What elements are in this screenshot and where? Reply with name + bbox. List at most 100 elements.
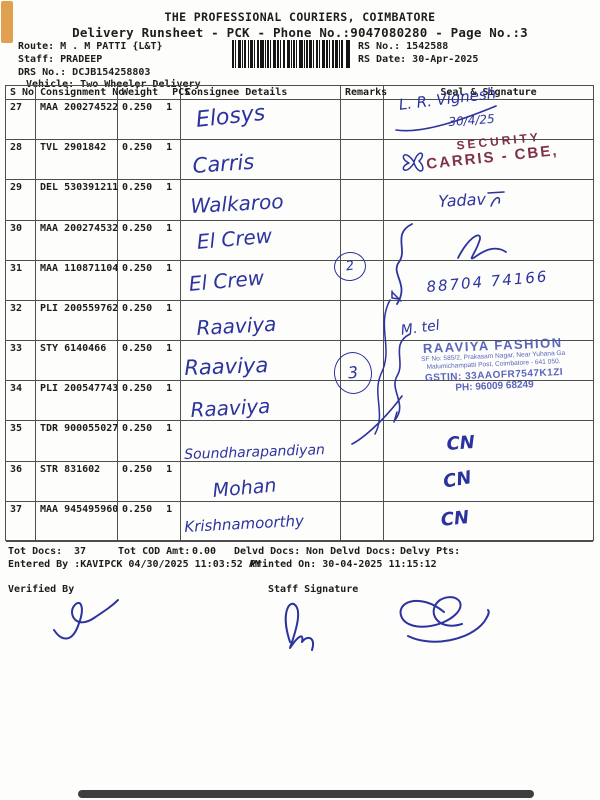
signature-flourish-row29 [487,191,505,207]
cell-consignee-details [181,421,341,462]
cell-weight: 0.250 [122,262,153,274]
cell-remarks [341,180,384,221]
cell-consignee-details [181,341,341,382]
stamp-brace-pen-stroke [393,333,411,423]
cell-remarks [341,100,384,141]
cell-s-no: 36 [6,461,36,502]
cell-weight-pcs: 0.250 1 [118,260,181,301]
tot-cod-label: Tot COD Amt: [118,546,191,557]
scan-artifact-bottom-bar [78,790,534,798]
cell-remarks [341,140,384,181]
runsheet-title-line: Delivery Runsheet - PCK - Phone No.:9047… [72,25,528,40]
handwritten-signature-row29: Yadav [437,189,487,211]
vehicle-line: Vehicle: Two Wheeler Delivery [26,79,201,90]
cell-s-no: 35 [6,421,36,462]
tot-docs-value: 37 [74,546,87,557]
cell-seal-signature [384,341,593,382]
cell-weight-pcs: 0.250 1 [118,421,181,462]
cell-weight-pcs: 0.250 1 [118,501,181,542]
delvd-docs-label: Delvd Docs: [234,546,301,557]
cell-consignment-no: STY 6140466 [36,341,118,382]
staff-signature-label: Staff Signature [268,584,359,595]
cell-seal-signature [384,462,593,502]
cell-seal-signature [384,221,593,261]
cell-consignment-no: STR 831602 [36,461,118,502]
raaviya-fashion-stamp: RAAVIYA FASHION SF No: 585/2, Prakasam N… [400,334,587,396]
delvy-pts-label: Delvy Pts: [400,546,461,557]
cell-weight: 0.250 [122,182,153,194]
cell-consignment-no: MAA 945495960 [36,501,118,542]
cell-weight-pcs: 0.250 1 [118,300,181,342]
handwritten-initials-row37: CN [439,507,471,531]
handwritten-consignee: Raaviya [195,311,277,340]
cell-seal-signature [384,140,593,181]
col-header-pcs: PCS [172,87,191,98]
cell-consignee-details [181,501,341,542]
rs-date-line: RS Date: 30-Apr-2025 [358,54,479,65]
pen-curve-row34 [351,395,403,445]
cell-consignment-no: TDR 900055027 [36,421,118,462]
cell-s-no: 34 [6,381,36,422]
tot-cod-value: 0.00 [192,546,217,557]
col-header-consignment-no: Consignment No [36,86,124,100]
cell-weight-pcs: 0.250 1 [118,180,181,221]
col-header-remarks: Remarks [341,86,387,100]
cell-consignment-no: PLI 200547743 [36,381,118,422]
cell-remarks [341,341,384,382]
staff-signature-1 [284,603,314,651]
cell-weight: 0.250 [122,383,153,395]
cell-remarks [341,421,384,462]
cell-consignee-details [181,461,341,502]
handwritten-initials-row35: CN [445,432,476,455]
cell-consignee-details [181,381,341,422]
cell-remarks [341,260,384,301]
cell-s-no: 28 [6,140,36,181]
cell-weight: 0.250 [122,343,153,355]
printed-on-line: Printed On: 30-04-2025 11:15:12 [250,559,437,570]
cell-weight: 0.250 [122,423,153,435]
cell-consignment-no: PLI 200559762 [36,300,118,342]
cell-s-no: 33 [6,341,36,382]
cell-s-no: 27 [6,100,36,141]
cell-pcs: 1 [166,383,173,395]
cell-consignment-no: MAA 200274522 [36,100,118,141]
cell-weight: 0.250 [122,102,153,113]
cell-pcs: 1 [166,182,173,194]
non-delvd-docs-label: Non Delvd Docs: [306,546,397,557]
pen-brace-rows30-31 [391,223,413,305]
handwritten-consignee: El Crew [187,265,266,296]
cell-weight: 0.250 [122,302,153,314]
cell-remarks [341,220,384,261]
handwritten-consignee: Raaviya [183,353,269,380]
handwritten-initials-row36: CN [441,467,474,493]
cell-s-no: 32 [6,300,36,342]
company-title: THE PROFESSIONAL COURIERS, COIMBATORE [164,10,436,24]
cell-consignment-no: MAA 200274532 [36,220,118,261]
cell-pcs: 1 [166,142,173,154]
tot-docs-label: Tot Docs: [8,546,63,557]
cell-seal-signature [384,502,593,542]
cell-consignment-no: DEL 530391211 [36,180,118,221]
cell-consignee-details [181,140,341,181]
runsheet-table: S No Consignment No Weight PCS Consignee … [5,85,594,542]
handwritten-consignee: El Crew [195,223,274,254]
cell-weight-pcs: 0.250 1 [118,461,181,502]
cell-weight-pcs: 0.250 1 [118,381,181,422]
drs-no-line: DRS No.: DCJB154258803 [18,67,151,78]
cell-weight: 0.250 [122,463,153,475]
cell-weight-pcs: 0.250 1 [118,100,181,141]
cell-seal-signature [384,301,593,342]
cell-s-no: 30 [6,220,36,261]
cell-consignee-details [181,260,341,301]
cell-weight: 0.250 [122,142,153,154]
pen-stroke-rows32-34 [374,299,391,435]
barcode-icon [232,40,350,68]
cell-pcs: 1 [166,302,173,314]
cell-consignee-details [181,220,341,261]
cell-s-no: 29 [6,180,36,221]
cell-pcs: 1 [166,262,173,274]
cell-consignee-details [181,100,341,141]
cell-seal-signature [384,180,593,221]
cell-consignee-details [181,300,341,342]
